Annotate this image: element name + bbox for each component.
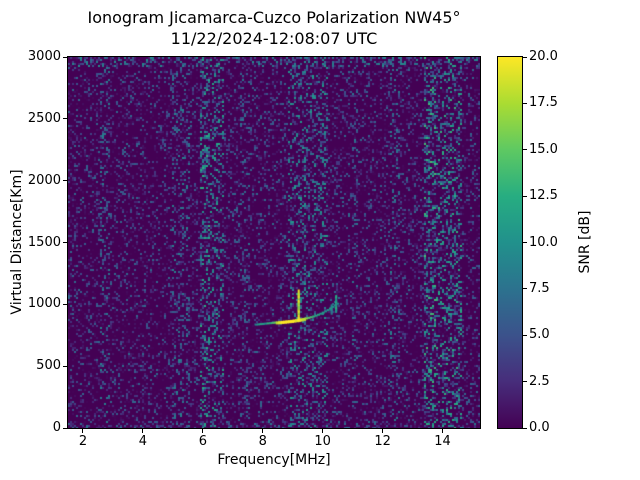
- colorbar-tick-mark: [523, 102, 527, 104]
- colorbar-tick-label: 5.0: [529, 327, 550, 343]
- colorbar-tick-label: 17.5: [529, 95, 558, 111]
- x-tick-label: 8: [258, 434, 267, 449]
- colorbar-tick-label: 15.0: [529, 141, 558, 157]
- colorbar-tick-label: 20.0: [529, 49, 558, 64]
- colorbar-tick-mark: [523, 242, 527, 243]
- colorbar-tick-mark: [523, 427, 527, 429]
- colorbar-gradient: [498, 57, 522, 428]
- y-tick-label: 3000: [27, 49, 61, 64]
- colorbar-tick-label: 0.0: [529, 420, 550, 435]
- x-tick-mark: [442, 429, 444, 433]
- chart-subtitle: 11/22/2024-12:08:07 UTC: [170, 29, 378, 48]
- colorbar-tick-mark: [523, 56, 527, 58]
- y-tick-label: 2500: [27, 110, 61, 126]
- x-tick-label: 2: [78, 434, 88, 449]
- colorbar-tick-label: 10.0: [529, 234, 558, 250]
- colorbar-tick-mark: [523, 149, 527, 151]
- colorbar-label: SNR [dB]: [577, 210, 593, 274]
- x-tick-mark: [142, 429, 144, 433]
- colorbar-tick-label: 7.5: [529, 280, 550, 296]
- x-tick-mark: [322, 429, 324, 433]
- x-tick-label: 10: [314, 434, 331, 449]
- x-tick-label: 14: [434, 434, 451, 449]
- colorbar-tick-label: 12.5: [529, 188, 558, 204]
- x-tick-label: 4: [138, 434, 148, 449]
- ionogram-heatmap-canvas: [68, 57, 480, 428]
- x-tick-label: 12: [374, 434, 391, 449]
- y-tick-label: 0: [52, 420, 61, 435]
- colorbar-tick-mark: [523, 334, 527, 336]
- colorbar-tick-mark: [523, 288, 527, 290]
- y-tick-label: 500: [36, 358, 61, 374]
- x-tick-label: 6: [198, 434, 207, 449]
- colorbar-tick-label: 2.5: [529, 373, 550, 389]
- x-tick-mark: [382, 429, 384, 433]
- plot-area: [67, 56, 481, 429]
- x-tick-mark: [202, 429, 204, 433]
- colorbar: [497, 56, 523, 429]
- colorbar-tick-mark: [523, 195, 527, 197]
- colorbar-tick-mark: [523, 381, 527, 383]
- x-tick-mark: [82, 429, 84, 433]
- chart-title: Ionogram Jicamarca-Cuzco Polarization NW…: [87, 8, 461, 27]
- x-axis-label: Frequency[MHz]: [217, 452, 331, 468]
- x-tick-mark: [262, 429, 264, 433]
- y-axis-label: Virtual Distance[Km]: [9, 169, 25, 315]
